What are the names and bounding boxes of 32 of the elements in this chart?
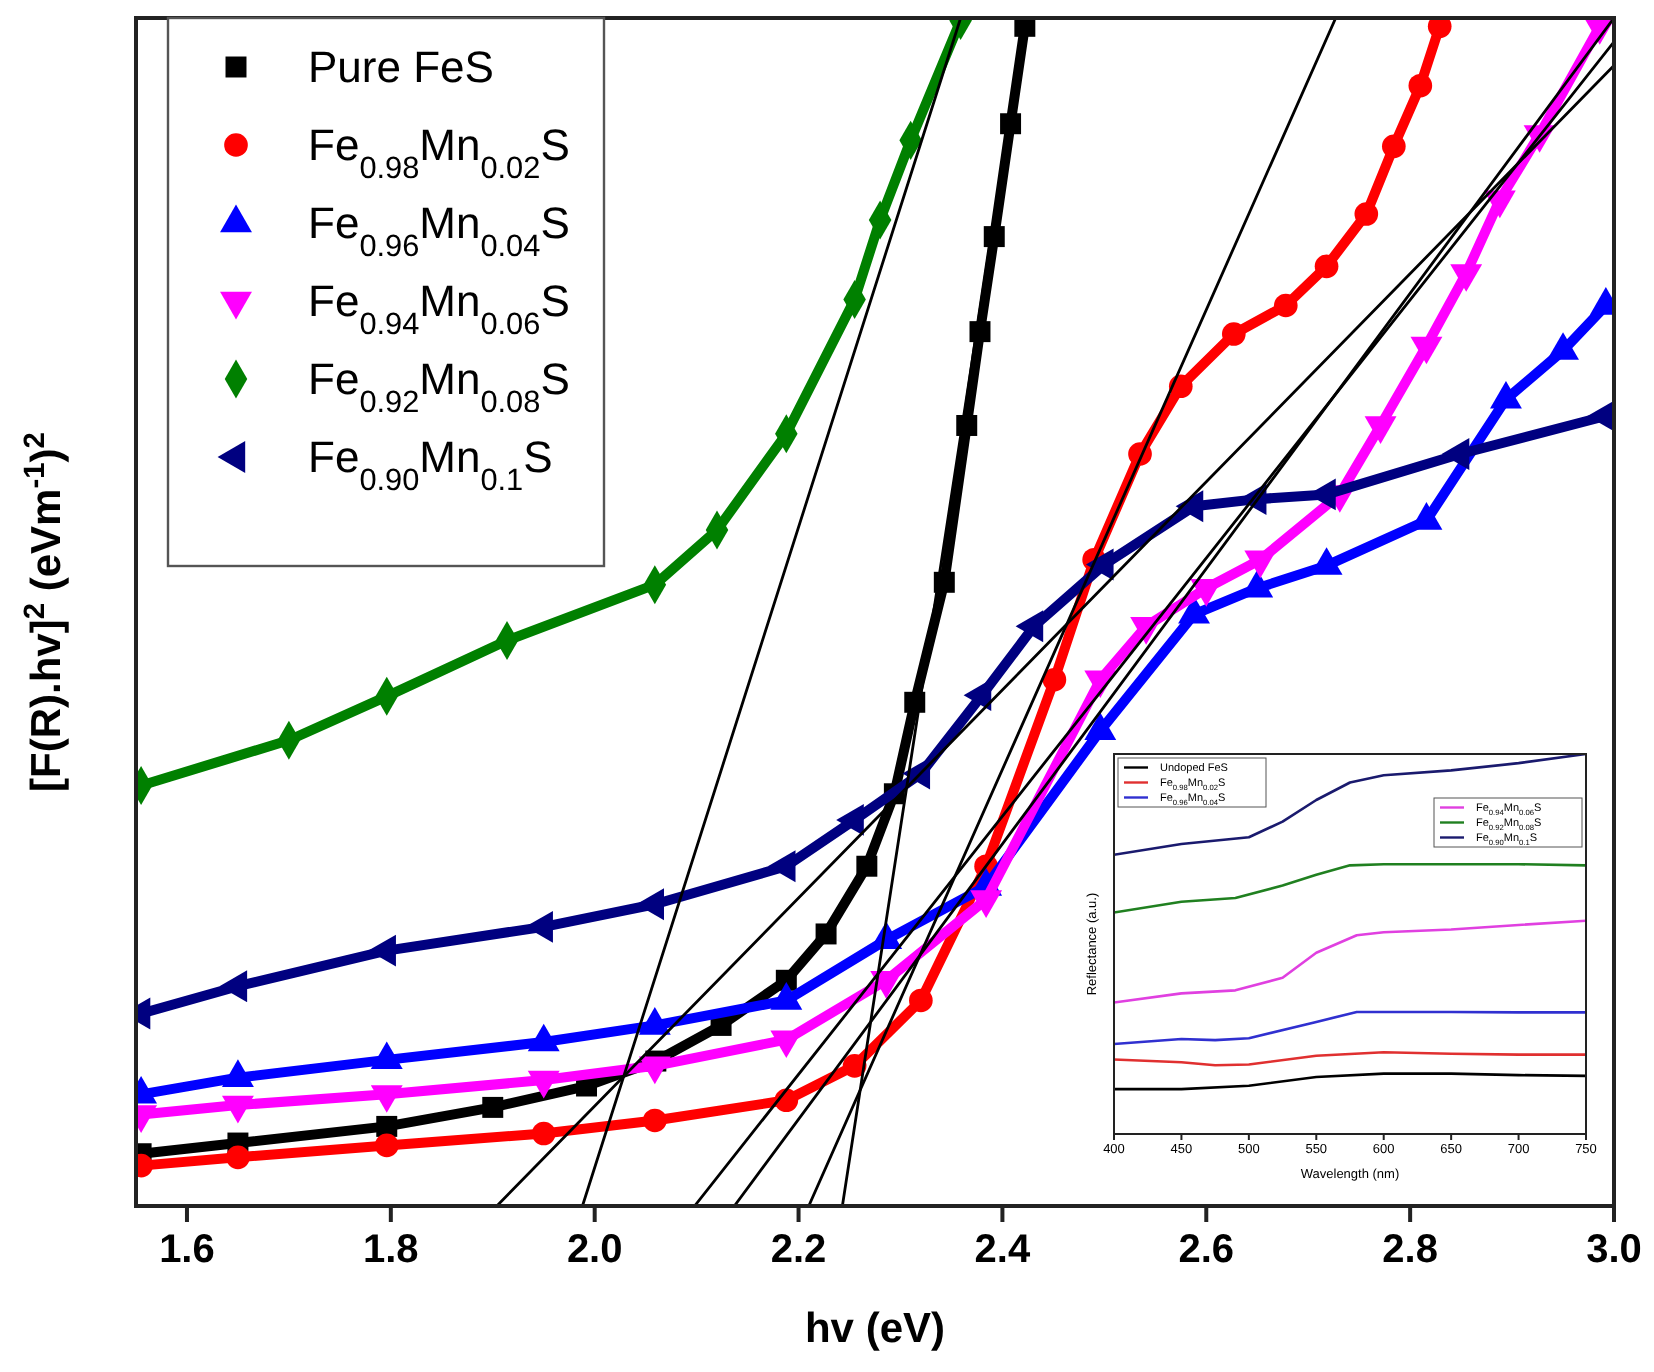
point — [1042, 667, 1067, 692]
x-tick-label: 2.6 — [1178, 1228, 1235, 1272]
point — [856, 855, 878, 877]
point — [815, 923, 837, 945]
point — [374, 1133, 399, 1158]
legend-label: Fe$_{0.90}$Mn$_{0.1}$S — [308, 432, 553, 498]
point — [909, 988, 933, 1013]
legend-label: Fe$_{0.92}$Mn$_{0.08}$S — [308, 354, 570, 420]
point — [1314, 254, 1339, 279]
x-axis-title: hv (eV) — [804, 1306, 946, 1352]
point — [482, 1096, 504, 1118]
x-tick-label: 2.2 — [770, 1228, 827, 1272]
point — [1273, 293, 1298, 318]
point — [1381, 134, 1406, 159]
point — [642, 1108, 667, 1133]
x-tick-label: 2.8 — [1382, 1228, 1438, 1272]
x-tick-label: 1.8 — [363, 1228, 419, 1272]
point — [1427, 18, 1452, 39]
x-tick-label: 2.4 — [974, 1228, 1032, 1272]
legend-label: Pure FeS — [308, 42, 494, 93]
point — [226, 1145, 250, 1170]
point — [531, 1121, 556, 1146]
x-tick-label: 1.6 — [159, 1228, 215, 1272]
point — [376, 1115, 398, 1137]
legend-label: Fe$_{0.96}$Mn$_{0.04}$S — [308, 198, 570, 264]
point — [1354, 202, 1379, 226]
x-tick-label: 3.0 — [1586, 1228, 1642, 1272]
point — [1221, 322, 1246, 346]
point — [1408, 73, 1433, 98]
legend-label: Fe$_{0.98}$Mn$_{0.02}$S — [308, 120, 570, 186]
legend-label: Fe$_{0.94}$Mn$_{0.06}$S — [308, 276, 570, 342]
x-tick-label: 2.0 — [566, 1228, 623, 1272]
